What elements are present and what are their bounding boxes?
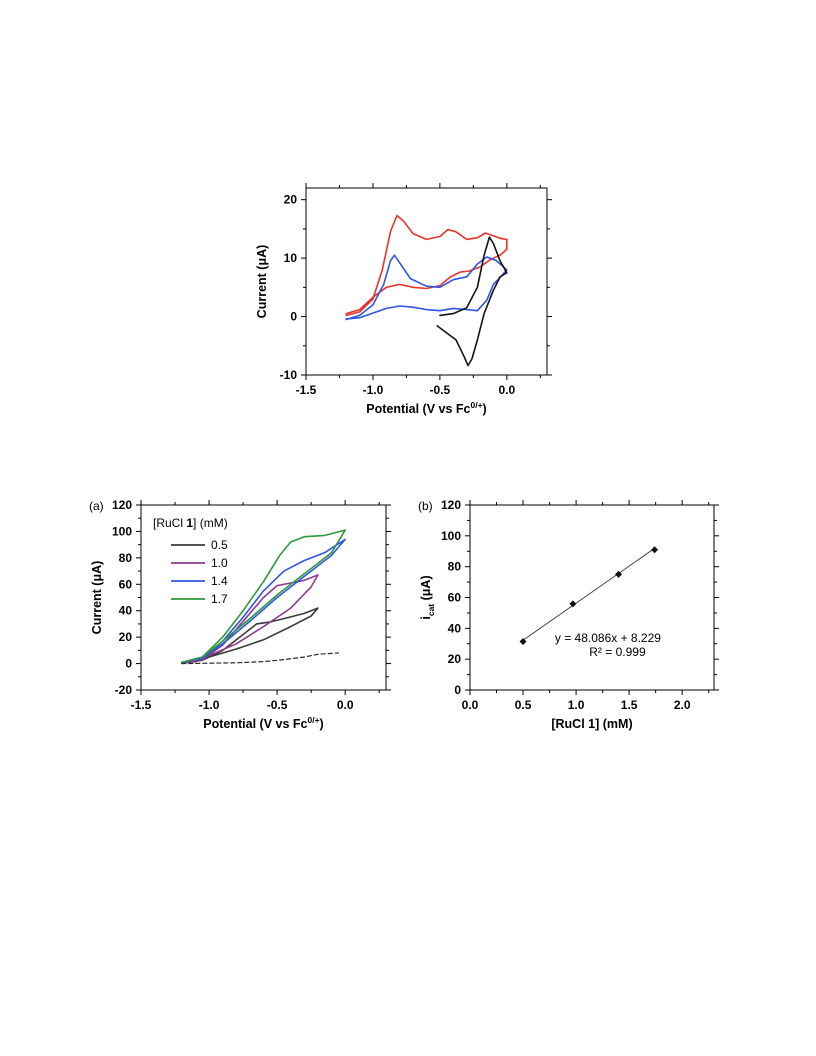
- x-tick-label: -1.5: [131, 698, 152, 712]
- y-axis-label-sub: cat: [426, 604, 436, 616]
- y-tick-label: 60: [119, 577, 133, 591]
- legend-title-bold: 1: [186, 516, 193, 530]
- panel-label: (b): [418, 499, 433, 513]
- plot-frame: [469, 504, 715, 691]
- x-tick-label: -0.5: [267, 698, 288, 712]
- y-axis-label-text: i: [419, 616, 433, 619]
- x-tick-label: -1.0: [199, 698, 220, 712]
- data-point: [569, 600, 577, 608]
- y-tick-label: 80: [448, 560, 462, 574]
- x-axis-label-text: Potential (V vs Fc: [203, 717, 307, 731]
- y-tick-label: 20: [119, 630, 133, 644]
- y-tick-label: 100: [112, 524, 132, 538]
- x-tick-label: 2.0: [674, 698, 691, 712]
- legend-entry: 1.0: [211, 556, 228, 570]
- y-axis-label: Current (μA): [255, 245, 269, 319]
- y-axis-label: icat (μA): [419, 575, 436, 619]
- x-tick-label: 0.0: [337, 698, 354, 712]
- y-tick-label: 100: [441, 529, 461, 543]
- legend-title: [RuCl 1] (mM): [153, 516, 228, 530]
- x-axis-label-post: ] (mM): [595, 717, 633, 731]
- chart-top: -1.5 -1.0 -0.5 0.0 -10 0 10 20 Potential (V vs F…: [255, 183, 552, 416]
- x-tick-label: 0.5: [515, 698, 532, 712]
- chart-b: 0.0 0.5 1.0 1.5 2.0 0 20 40 60 80 100 120 [RuCl 1] (…: [418, 498, 719, 731]
- y-tick-label: 40: [448, 621, 462, 635]
- y-tick-label: 0: [125, 657, 132, 671]
- y-tick-label: 60: [448, 591, 462, 605]
- legend-title-post: ] (mM): [193, 516, 228, 530]
- legend-entry: 0.5: [211, 538, 228, 552]
- data-point: [651, 546, 659, 554]
- legend-title-pre: [RuCl: [153, 516, 186, 530]
- y-tick-label: 120: [112, 498, 132, 512]
- x-tick-label: 0.0: [462, 698, 479, 712]
- x-axis-label: Potential (V vs Fc0/+): [366, 400, 486, 416]
- x-tick-label: -1.0: [363, 383, 384, 397]
- x-tick-label: 1.0: [568, 698, 585, 712]
- y-tick-label: 120: [441, 498, 461, 512]
- data-point: [615, 570, 623, 578]
- legend-entry: 1.7: [211, 592, 228, 606]
- series-line-0: [345, 214, 508, 317]
- trendline-equation: y = 48.086x + 8.229: [555, 631, 661, 645]
- series-line-1-4: [181, 538, 347, 664]
- x-axis-label-text: Potential (V vs Fc: [366, 402, 470, 416]
- plot-frame: [305, 187, 548, 376]
- series-line-1-7: [181, 529, 347, 664]
- trendline: [522, 547, 655, 641]
- series-line-0-5: [181, 607, 319, 664]
- x-axis-label-sup: 0/+: [470, 400, 482, 410]
- r-squared: R² = 0.999: [589, 645, 646, 659]
- y-axis-label-text: Current (μA): [90, 561, 104, 635]
- y-axis-label-end: (μA): [419, 575, 433, 603]
- x-tick-label: 0.0: [498, 383, 515, 397]
- chart-a: -1.5 -1.0 -0.5 0.0 -20 0 20 40 60 80 100 120 Potenti…: [89, 498, 391, 731]
- legend-entry: 1.4: [211, 574, 228, 588]
- y-tick-label: 80: [119, 551, 133, 565]
- y-tick-label: 0: [290, 310, 297, 324]
- series-line-2: [436, 236, 508, 367]
- x-tick-label: 1.5: [621, 698, 638, 712]
- y-tick-label: 40: [119, 604, 133, 618]
- y-axis-label: Current (μA): [90, 561, 104, 635]
- x-tick-label: -1.5: [296, 383, 317, 397]
- y-tick-label: -10: [280, 368, 298, 382]
- x-axis-label-bold: 1: [588, 717, 595, 731]
- x-axis-label: Potential (V vs Fc0/+): [203, 715, 323, 731]
- y-tick-label: 0: [454, 683, 461, 697]
- y-tick-label: 20: [284, 193, 298, 207]
- y-tick-label: 10: [284, 251, 298, 265]
- y-tick-label: 20: [448, 652, 462, 666]
- x-axis-label-end: ): [320, 717, 324, 731]
- x-tick-label: -0.5: [430, 383, 451, 397]
- x-axis-label-pre: [RuCl: [551, 717, 588, 731]
- y-axis-label-text: Current (μA): [255, 245, 269, 319]
- x-axis-label-end: ): [483, 402, 487, 416]
- panel-label: (a): [89, 499, 104, 513]
- x-axis-label-sup: 0/+: [307, 715, 319, 725]
- y-tick-label: -20: [115, 683, 133, 697]
- series-line-blank: [181, 652, 339, 665]
- x-axis-label: [RuCl 1] (mM): [551, 717, 632, 731]
- data-point: [519, 637, 527, 645]
